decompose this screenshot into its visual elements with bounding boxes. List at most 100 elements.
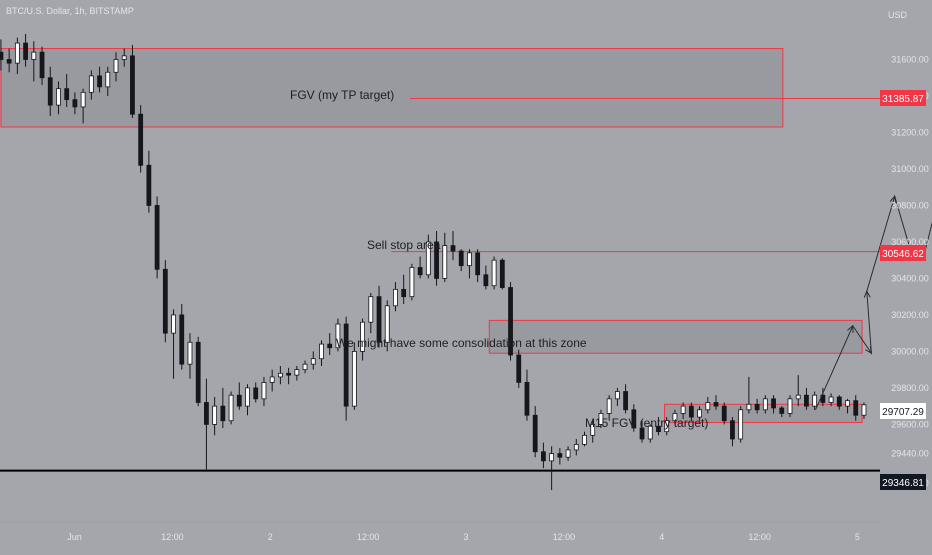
- candle-body: [541, 452, 545, 461]
- candle-body: [270, 377, 274, 382]
- candle-body: [328, 344, 332, 348]
- y-tick-label: 29600.00: [891, 419, 929, 429]
- candle-body: [714, 402, 718, 406]
- candle-body: [451, 246, 455, 251]
- candle-body: [615, 392, 619, 399]
- x-tick-label: 4: [659, 532, 664, 542]
- x-tick-label: 5: [855, 532, 860, 542]
- x-tick-label: 12:00: [357, 532, 380, 542]
- candle-body: [566, 450, 570, 457]
- y-tick-label: 31600.00: [891, 54, 929, 64]
- candle[interactable]: [229, 392, 233, 425]
- y-tick-label: 30000.00: [891, 346, 929, 356]
- last-price-tag: 29707.29: [880, 403, 926, 419]
- candle[interactable]: [139, 105, 143, 173]
- candle[interactable]: [739, 406, 743, 442]
- candle-body: [410, 267, 414, 296]
- candle-body: [607, 399, 611, 414]
- candle-body: [73, 100, 77, 107]
- candle-body: [739, 410, 743, 439]
- candle-body: [89, 76, 93, 92]
- support-price-text: 29346.81: [882, 478, 924, 489]
- x-tick-label: 3: [463, 532, 468, 542]
- candle-body: [574, 444, 578, 449]
- candle-body: [755, 404, 759, 409]
- candle-body: [32, 52, 36, 59]
- candle-body: [583, 435, 587, 444]
- candle-body: [780, 408, 784, 413]
- candle-body: [533, 415, 537, 451]
- m15-fvg-label: M15 FGV (entry target): [585, 416, 708, 430]
- candle-body: [722, 406, 726, 421]
- candle-body: [24, 43, 28, 59]
- currency-label: USD: [888, 10, 908, 20]
- candle[interactable]: [788, 395, 792, 417]
- candle[interactable]: [410, 264, 414, 300]
- candle-body: [0, 52, 3, 59]
- candle-body: [114, 59, 118, 72]
- candle[interactable]: [492, 257, 496, 290]
- candle-body: [278, 373, 282, 377]
- candle-body: [846, 401, 850, 406]
- candle[interactable]: [130, 45, 134, 118]
- candle-body: [262, 382, 266, 398]
- candle-body: [213, 406, 217, 424]
- candle-body: [163, 269, 167, 333]
- candle-body: [180, 315, 184, 364]
- candle-body: [772, 399, 776, 408]
- candle[interactable]: [352, 342, 356, 410]
- tp-price-text: 31385.87: [882, 94, 924, 105]
- candle-body: [204, 402, 208, 424]
- support-price-tag: 29346.81: [880, 474, 926, 490]
- fvg-zone-label: FGV (my TP target): [290, 88, 394, 102]
- candle-body: [854, 401, 858, 416]
- x-tick-label: 12:00: [748, 532, 771, 542]
- candle[interactable]: [163, 260, 167, 342]
- candle-body: [706, 402, 710, 409]
- candle-body: [56, 89, 60, 105]
- candle-body: [550, 454, 554, 461]
- candle-body: [65, 89, 69, 100]
- sell-stop-price-text: 30546.62: [882, 249, 924, 260]
- candle[interactable]: [500, 258, 504, 289]
- candle-body: [106, 72, 110, 87]
- symbol-title: BTC/U.S. Dollar, 1h, BITSTAMP: [6, 6, 134, 16]
- candle-body: [246, 388, 250, 406]
- candle-body: [624, 392, 628, 410]
- candle[interactable]: [722, 402, 726, 424]
- candle-body: [492, 260, 496, 286]
- y-tick-label: 31200.00: [891, 127, 929, 137]
- candle-body: [237, 395, 241, 406]
- candle[interactable]: [155, 196, 159, 278]
- candle-body: [418, 267, 422, 274]
- tp-price-tag: 31385.87: [880, 90, 926, 106]
- candle-body: [147, 165, 151, 205]
- candle-body: [48, 78, 52, 105]
- candle[interactable]: [344, 317, 348, 421]
- candle-body: [862, 405, 866, 415]
- candle-body: [122, 56, 126, 60]
- last-price-text: 29707.29: [882, 407, 924, 418]
- x-tick-label: 12:00: [553, 532, 576, 542]
- candle-body: [172, 315, 176, 333]
- candle-body: [254, 388, 258, 399]
- candle-body: [500, 260, 504, 287]
- candle-body: [81, 92, 85, 107]
- candle-body: [747, 404, 751, 409]
- candle-body: [155, 205, 159, 269]
- candle-body: [813, 395, 817, 406]
- y-tick-label: 30400.00: [891, 273, 929, 283]
- candle-body: [303, 364, 307, 369]
- candle-body: [459, 251, 463, 266]
- y-tick-label: 30200.00: [891, 310, 929, 320]
- y-tick-label: 31000.00: [891, 164, 929, 174]
- candle[interactable]: [196, 337, 200, 406]
- candle-body: [139, 114, 143, 165]
- consolidation-label: We might have some consolidation at this…: [336, 336, 587, 350]
- x-tick-label: 12:00: [161, 532, 184, 542]
- candle[interactable]: [517, 350, 521, 388]
- candle-body: [295, 370, 299, 375]
- candle-body: [352, 351, 356, 406]
